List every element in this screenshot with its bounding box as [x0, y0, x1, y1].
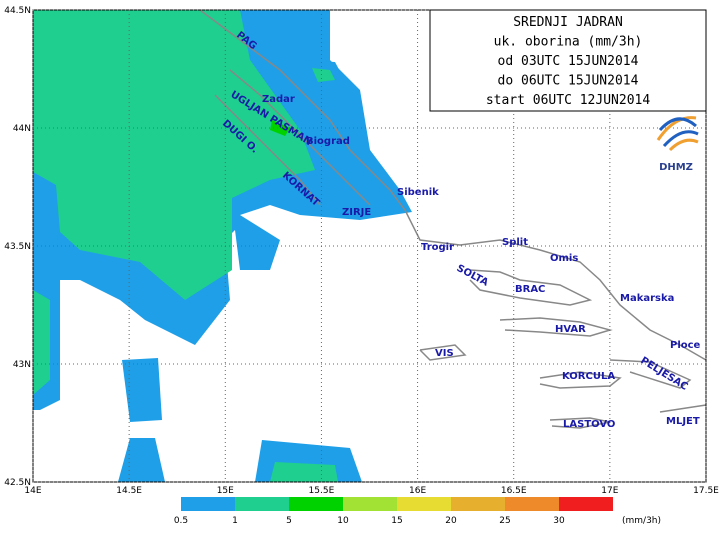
legend-label: 20 [445, 516, 457, 526]
island [539, 371, 622, 389]
x-tick-label: 14E [24, 486, 41, 496]
place-label: Makarska [620, 293, 674, 304]
legend-label: 5 [286, 516, 292, 526]
place-label: LASTOVO [563, 419, 615, 430]
title-lines: SREDNJI JADRAN uk. oborina (mm/3h) od 03UT… [486, 15, 651, 108]
place-label: KORCULA [562, 371, 615, 382]
legend-unit: (mm/3h) [622, 516, 661, 526]
coastline [229, 69, 371, 206]
x-tick-label: 15.5E [309, 486, 335, 496]
place-label: ZIRJE [342, 207, 371, 218]
place-label: HVAR [555, 324, 586, 335]
y-tick-label: 44N [13, 124, 31, 134]
coastline [199, 9, 707, 429]
island [419, 344, 467, 361]
precip-blue [118, 438, 165, 482]
grid: 14E 14.5E 15E 15.5E 16E 16.5E 17E 17.5E 42.5N 43N… [4, 6, 719, 496]
coastline [199, 9, 707, 361]
place-label: SOLTA [455, 263, 491, 289]
x-tick-label: 14.5E [116, 486, 142, 496]
place-label: Biograd [306, 136, 350, 147]
title-line: od 03UTC 15JUN2014 [498, 54, 639, 69]
title-line: do 06UTC 15JUN2014 [498, 74, 639, 89]
x-tick-label: 17.5E [693, 486, 719, 496]
coastline [214, 94, 321, 206]
legend-swatch [289, 497, 343, 511]
title-line: SREDNJI JADRAN [513, 15, 623, 30]
precip-teal [270, 462, 338, 482]
legend-label: 25 [499, 516, 510, 526]
precip-teal [33, 290, 50, 395]
place-label: VIS [435, 348, 454, 359]
precip-teal [312, 68, 335, 82]
y-tick-label: 42.5N [4, 478, 31, 488]
legend-swatch [235, 497, 289, 511]
place-label: Split [502, 237, 528, 248]
place-label: Zadar [262, 94, 295, 105]
y-tick-label: 43N [13, 360, 31, 370]
logo-swirl [662, 130, 699, 148]
x-tick-label: 17E [601, 486, 618, 496]
y-tick-label: 44.5N [4, 6, 31, 16]
legend-swatch [397, 497, 451, 511]
place-label: Ploce [670, 340, 701, 351]
place-label: Trogir [421, 242, 454, 253]
precip-green [270, 120, 290, 136]
legend-swatch [181, 497, 235, 511]
x-tick-label: 16.5E [501, 486, 527, 496]
legend-swatch [343, 497, 397, 511]
logo-swirl [658, 117, 697, 132]
legend-swatch [559, 497, 613, 511]
x-tick-label: 15E [217, 486, 234, 496]
island [609, 359, 692, 389]
island [659, 404, 707, 413]
legend-swatch [451, 497, 505, 511]
title-box [429, 9, 707, 112]
logo-swirl [656, 116, 697, 141]
place-label: Sibenik [397, 187, 439, 198]
legend-label: 30 [553, 516, 565, 526]
title-line: start 06UTC 12JUN2014 [486, 93, 651, 108]
logo-text: DHMZ [659, 162, 693, 173]
logo-swirl [668, 138, 699, 152]
place-label: MLJET [666, 416, 700, 427]
title-line: uk. oborina (mm/3h) [494, 35, 643, 50]
place-label: PELJESAC [638, 355, 689, 393]
precip-blue [122, 358, 162, 422]
x-tick-label: 16E [409, 486, 426, 496]
legend-label: 10 [337, 516, 349, 526]
legend-label: 15 [391, 516, 402, 526]
legend-swatch [505, 497, 559, 511]
island [469, 269, 593, 306]
logo-mark [656, 116, 699, 152]
place-label: Omis [550, 253, 578, 264]
y-tick-label: 43.5N [4, 242, 31, 252]
legend: 0.5 1 5 10 15 20 25 30 (mm/3h) [174, 497, 661, 526]
precip-blue [40, 192, 58, 245]
place-label: BRAC [515, 284, 545, 295]
legend-label: 1 [232, 516, 238, 526]
legend-label: 0.5 [174, 516, 188, 526]
